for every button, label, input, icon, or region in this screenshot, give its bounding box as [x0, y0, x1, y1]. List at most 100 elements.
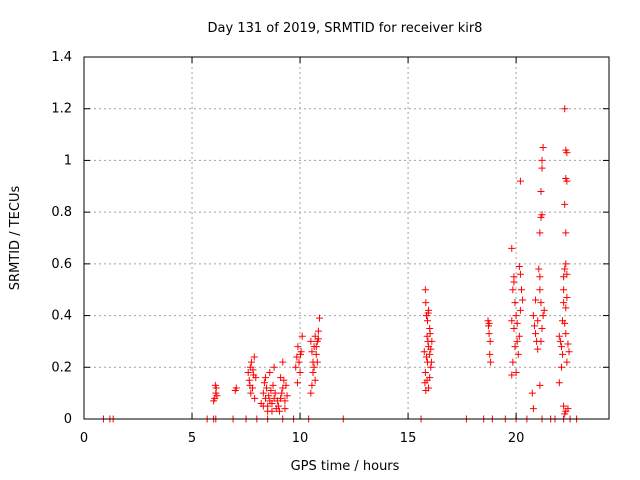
data-point: [485, 330, 493, 338]
x-tick-label: 20: [508, 431, 525, 446]
data-point: [312, 343, 320, 351]
data-point: [560, 402, 568, 410]
data-point: [563, 149, 571, 157]
data-point: [519, 296, 527, 304]
data-point: [540, 306, 548, 314]
data-point: [266, 368, 274, 376]
data-point: [421, 379, 429, 387]
data-point: [508, 317, 516, 325]
data-point: [555, 332, 563, 340]
data-point: [536, 229, 544, 237]
data-point: [426, 374, 434, 382]
data-point: [561, 265, 569, 273]
data-point: [563, 177, 571, 185]
data-point: [269, 381, 277, 389]
data-point: [313, 358, 321, 366]
data-point: [247, 358, 255, 366]
data-point: [562, 260, 570, 268]
data-point: [532, 296, 540, 304]
data-point: [556, 337, 564, 345]
data-point: [557, 363, 565, 371]
data-point: [422, 387, 430, 395]
data-point: [296, 350, 304, 358]
data-point: [511, 343, 519, 351]
y-axis-ticks: 0 0.2 0.4 0.6 0.8 1 1.2 1.4: [51, 50, 609, 427]
data-point: [486, 337, 494, 345]
data-point: [281, 397, 289, 405]
y-axis-title: SRMTID / TECUs: [8, 186, 23, 291]
data-point: [515, 332, 523, 340]
data-point: [532, 330, 540, 338]
y-tick-label: 0.2: [51, 360, 72, 375]
x-tick-label: 5: [188, 431, 196, 446]
data-point: [563, 358, 571, 366]
data-point: [210, 397, 218, 405]
data-point: [534, 345, 542, 353]
data-point: [559, 317, 567, 325]
y-tick-label: 0.6: [51, 257, 72, 272]
data-point: [311, 376, 319, 384]
data-point: [539, 312, 547, 320]
plot-frame: [83, 56, 610, 420]
data-point: [530, 322, 538, 330]
data-point: [298, 332, 306, 340]
data-point: [534, 317, 542, 325]
data-point: [312, 350, 320, 358]
data-point: [270, 363, 278, 371]
data-point: [560, 299, 568, 307]
data-point: [424, 309, 432, 317]
data-point: [514, 350, 522, 358]
data-point: [537, 299, 545, 307]
data-point: [538, 211, 546, 219]
data-point: [516, 270, 524, 278]
data-point: [249, 366, 257, 374]
data-point: [259, 402, 267, 410]
y-tick-label: 1.2: [51, 102, 72, 117]
data-point: [560, 286, 568, 294]
data-point: [268, 399, 276, 407]
data-point: [293, 353, 301, 361]
data-point: [536, 381, 544, 389]
data-point: [515, 262, 523, 270]
data-point: [277, 394, 285, 402]
data-point: [538, 156, 546, 164]
data-point: [561, 200, 569, 208]
x-axis-title: GPS time / hours: [291, 459, 400, 474]
gridlines: [84, 57, 609, 419]
data-point: [529, 405, 537, 413]
data-point: [513, 337, 521, 345]
data-point: [562, 304, 570, 312]
data-point: [314, 327, 322, 335]
data-point: [563, 270, 571, 278]
data-point: [509, 286, 517, 294]
data-point: [246, 381, 254, 389]
data-point: [512, 312, 520, 320]
data-point: [562, 330, 570, 338]
data-point: [537, 337, 545, 345]
data-point: [307, 337, 315, 345]
data-point: [529, 312, 537, 320]
data-point: [555, 379, 563, 387]
data-point: [536, 273, 544, 281]
data-point: [426, 330, 434, 338]
y-tick-label: 1: [64, 153, 72, 168]
data-point: [562, 229, 570, 237]
data-point: [276, 407, 284, 415]
data-point: [486, 350, 494, 358]
data-point: [296, 368, 304, 376]
data-point: [250, 353, 258, 361]
x-tick-label: 15: [400, 431, 417, 446]
data-point: [293, 379, 301, 387]
data-point: [422, 299, 430, 307]
data-point: [512, 368, 520, 376]
data-point: [278, 389, 286, 397]
data-point: [538, 164, 546, 172]
data-point: [252, 374, 260, 382]
data-point: [511, 299, 519, 307]
data-point: [211, 381, 219, 389]
data-point: [232, 384, 240, 392]
y-tick-label: 0.8: [51, 205, 72, 220]
data-point: [283, 392, 291, 400]
data-point: [538, 325, 546, 332]
